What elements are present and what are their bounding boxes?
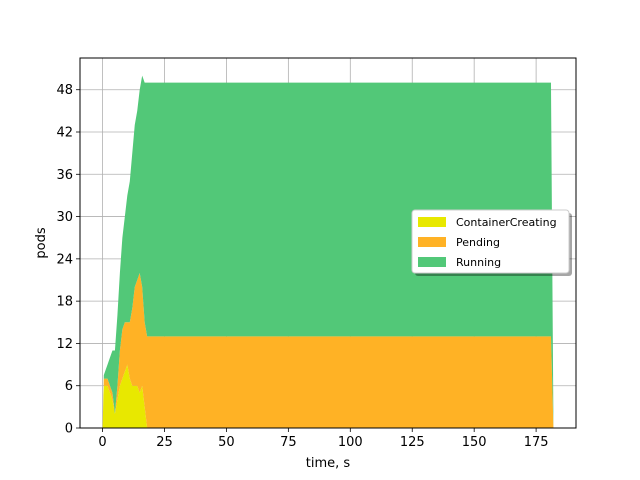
legend-swatch-containercreating: [418, 217, 446, 227]
y-tick-label: 18: [56, 295, 73, 310]
legend: ContainerCreating Pending Running: [411, 209, 572, 276]
plot-frame: [79, 57, 577, 429]
x-tick-label: 50: [218, 435, 235, 450]
x-tick-label: 0: [98, 435, 106, 450]
legend-label-containercreating: ContainerCreating: [456, 216, 557, 229]
legend-swatch-pending: [418, 237, 446, 247]
x-axis-label: time, s: [306, 456, 351, 471]
axis-ticks: 0 25 50 75 100 125 150 175 0 6 12 18 24 30 36 42 48: [56, 83, 548, 450]
y-tick-label: 30: [56, 210, 73, 225]
y-tick-label: 24: [56, 252, 73, 267]
area-series-running: [102, 75, 554, 428]
x-tick-label: 100: [338, 435, 363, 450]
x-tick-label: 175: [524, 435, 549, 450]
x-tick-label: 150: [462, 435, 487, 450]
y-tick-label: 0: [65, 422, 73, 437]
legend-label-running: Running: [456, 256, 501, 269]
x-tick-label: 125: [400, 435, 425, 450]
y-tick-label: 6: [65, 379, 73, 394]
y-tick-label: 12: [56, 337, 73, 352]
y-tick-label: 48: [56, 83, 73, 98]
legend-swatch-running: [418, 257, 446, 267]
y-tick-label: 36: [56, 168, 73, 183]
x-tick-label: 25: [156, 435, 173, 450]
legend-label-pending: Pending: [456, 236, 500, 249]
x-tick-label: 75: [280, 435, 297, 450]
legend-box: [411, 209, 570, 274]
area-series-layer: [102, 75, 554, 428]
y-axis-label: pods: [34, 227, 49, 258]
y-tick-label: 42: [56, 126, 73, 141]
area-series-pending: [102, 272, 554, 428]
